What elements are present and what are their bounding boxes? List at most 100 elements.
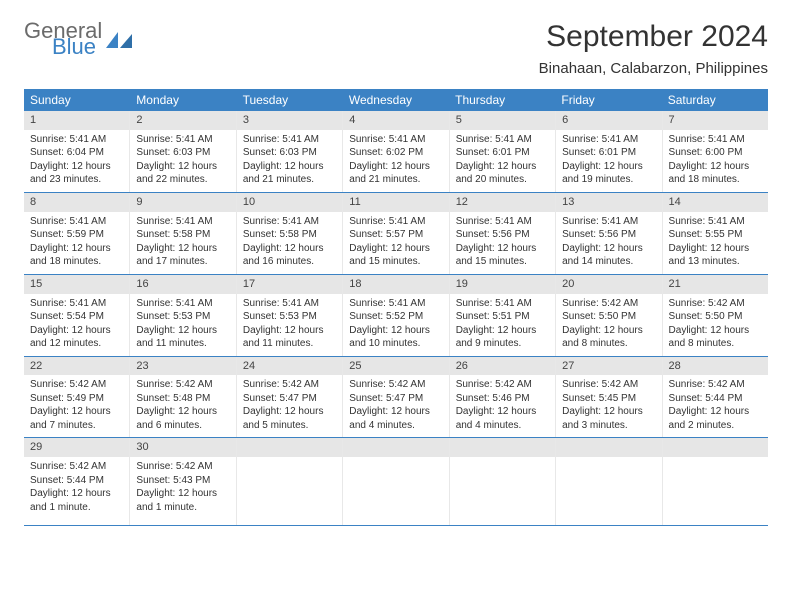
day-number: 18: [343, 275, 448, 294]
weeks-container: 1Sunrise: 5:41 AMSunset: 6:04 PMDaylight…: [24, 111, 768, 526]
day-body: Sunrise: 5:41 AMSunset: 5:53 PMDaylight:…: [130, 294, 235, 356]
day-number: 9: [130, 193, 235, 212]
daylight-line1: Daylight: 12 hours: [136, 405, 229, 419]
day-number: 28: [663, 357, 768, 376]
daylight-line1: Daylight: 12 hours: [349, 242, 442, 256]
calendar-day-cell: 17Sunrise: 5:41 AMSunset: 5:53 PMDayligh…: [237, 275, 343, 356]
weekday-header-row: SundayMondayTuesdayWednesdayThursdayFrid…: [24, 89, 768, 111]
sunrise-text: Sunrise: 5:42 AM: [562, 297, 655, 311]
calendar-day-cell: 5Sunrise: 5:41 AMSunset: 6:01 PMDaylight…: [450, 111, 556, 192]
calendar-week-row: 22Sunrise: 5:42 AMSunset: 5:49 PMDayligh…: [24, 357, 768, 439]
day-body: Sunrise: 5:41 AMSunset: 5:57 PMDaylight:…: [343, 212, 448, 274]
day-number: 7: [663, 111, 768, 130]
calendar-day-cell: [450, 438, 556, 525]
sunset-text: Sunset: 5:57 PM: [349, 228, 442, 242]
sunrise-text: Sunrise: 5:42 AM: [349, 378, 442, 392]
sunset-text: Sunset: 6:01 PM: [562, 146, 655, 160]
sunrise-text: Sunrise: 5:41 AM: [349, 297, 442, 311]
day-number: 12: [450, 193, 555, 212]
daylight-line2: and 21 minutes.: [243, 173, 336, 187]
calendar-day-cell: 28Sunrise: 5:42 AMSunset: 5:44 PMDayligh…: [663, 357, 768, 438]
daylight-line1: Daylight: 12 hours: [669, 160, 762, 174]
daylight-line1: Daylight: 12 hours: [349, 405, 442, 419]
sunset-text: Sunset: 6:03 PM: [136, 146, 229, 160]
calendar-day-cell: 24Sunrise: 5:42 AMSunset: 5:47 PMDayligh…: [237, 357, 343, 438]
daylight-line1: Daylight: 12 hours: [30, 160, 123, 174]
day-body: Sunrise: 5:41 AMSunset: 5:55 PMDaylight:…: [663, 212, 768, 274]
sunrise-text: Sunrise: 5:42 AM: [669, 297, 762, 311]
day-number: 13: [556, 193, 661, 212]
daylight-line2: and 12 minutes.: [30, 337, 123, 351]
day-body: [237, 457, 342, 525]
calendar-day-cell: 20Sunrise: 5:42 AMSunset: 5:50 PMDayligh…: [556, 275, 662, 356]
sunset-text: Sunset: 6:02 PM: [349, 146, 442, 160]
daylight-line2: and 18 minutes.: [669, 173, 762, 187]
sunrise-text: Sunrise: 5:41 AM: [136, 133, 229, 147]
calendar-week-row: 15Sunrise: 5:41 AMSunset: 5:54 PMDayligh…: [24, 275, 768, 357]
daylight-line2: and 16 minutes.: [243, 255, 336, 269]
sunset-text: Sunset: 5:47 PM: [243, 392, 336, 406]
day-number: 15: [24, 275, 129, 294]
sunrise-text: Sunrise: 5:41 AM: [669, 133, 762, 147]
day-body: Sunrise: 5:42 AMSunset: 5:46 PMDaylight:…: [450, 375, 555, 437]
daylight-line1: Daylight: 12 hours: [243, 160, 336, 174]
weekday-header: Sunday: [24, 89, 130, 111]
day-number: [663, 438, 768, 457]
calendar-day-cell: 7Sunrise: 5:41 AMSunset: 6:00 PMDaylight…: [663, 111, 768, 192]
daylight-line2: and 8 minutes.: [669, 337, 762, 351]
daylight-line1: Daylight: 12 hours: [562, 405, 655, 419]
sunrise-text: Sunrise: 5:41 AM: [136, 297, 229, 311]
sunrise-text: Sunrise: 5:41 AM: [30, 133, 123, 147]
daylight-line2: and 9 minutes.: [456, 337, 549, 351]
sunrise-text: Sunrise: 5:41 AM: [562, 133, 655, 147]
day-body: Sunrise: 5:41 AMSunset: 5:56 PMDaylight:…: [450, 212, 555, 274]
calendar-day-cell: 22Sunrise: 5:42 AMSunset: 5:49 PMDayligh…: [24, 357, 130, 438]
sunrise-text: Sunrise: 5:41 AM: [243, 133, 336, 147]
calendar-week-row: 8Sunrise: 5:41 AMSunset: 5:59 PMDaylight…: [24, 193, 768, 275]
day-number: 10: [237, 193, 342, 212]
sunset-text: Sunset: 5:54 PM: [30, 310, 123, 324]
daylight-line1: Daylight: 12 hours: [456, 160, 549, 174]
daylight-line2: and 6 minutes.: [136, 419, 229, 433]
day-body: [450, 457, 555, 525]
sunset-text: Sunset: 6:04 PM: [30, 146, 123, 160]
sunrise-text: Sunrise: 5:42 AM: [456, 378, 549, 392]
calendar-day-cell: 23Sunrise: 5:42 AMSunset: 5:48 PMDayligh…: [130, 357, 236, 438]
calendar-day-cell: 29Sunrise: 5:42 AMSunset: 5:44 PMDayligh…: [24, 438, 130, 525]
day-number: 17: [237, 275, 342, 294]
calendar-week-row: 1Sunrise: 5:41 AMSunset: 6:04 PMDaylight…: [24, 111, 768, 193]
sunrise-text: Sunrise: 5:41 AM: [349, 215, 442, 229]
day-body: Sunrise: 5:41 AMSunset: 5:58 PMDaylight:…: [130, 212, 235, 274]
sunset-text: Sunset: 6:01 PM: [456, 146, 549, 160]
daylight-line2: and 21 minutes.: [349, 173, 442, 187]
weekday-header: Monday: [130, 89, 236, 111]
calendar-day-cell: 25Sunrise: 5:42 AMSunset: 5:47 PMDayligh…: [343, 357, 449, 438]
daylight-line1: Daylight: 12 hours: [562, 242, 655, 256]
day-body: Sunrise: 5:41 AMSunset: 5:54 PMDaylight:…: [24, 294, 129, 356]
sunset-text: Sunset: 5:53 PM: [243, 310, 336, 324]
daylight-line1: Daylight: 12 hours: [349, 324, 442, 338]
daylight-line2: and 15 minutes.: [456, 255, 549, 269]
sunset-text: Sunset: 5:46 PM: [456, 392, 549, 406]
day-body: [343, 457, 448, 525]
day-number: 6: [556, 111, 661, 130]
calendar-day-cell: 18Sunrise: 5:41 AMSunset: 5:52 PMDayligh…: [343, 275, 449, 356]
calendar-day-cell: 8Sunrise: 5:41 AMSunset: 5:59 PMDaylight…: [24, 193, 130, 274]
daylight-line1: Daylight: 12 hours: [349, 160, 442, 174]
daylight-line2: and 13 minutes.: [669, 255, 762, 269]
sunrise-text: Sunrise: 5:41 AM: [243, 297, 336, 311]
day-number: [343, 438, 448, 457]
calendar-day-cell: 10Sunrise: 5:41 AMSunset: 5:58 PMDayligh…: [237, 193, 343, 274]
day-body: Sunrise: 5:41 AMSunset: 6:04 PMDaylight:…: [24, 130, 129, 192]
daylight-line2: and 11 minutes.: [136, 337, 229, 351]
calendar-day-cell: [237, 438, 343, 525]
calendar-day-cell: 6Sunrise: 5:41 AMSunset: 6:01 PMDaylight…: [556, 111, 662, 192]
day-body: Sunrise: 5:42 AMSunset: 5:43 PMDaylight:…: [130, 457, 235, 519]
calendar-day-cell: 21Sunrise: 5:42 AMSunset: 5:50 PMDayligh…: [663, 275, 768, 356]
sunrise-text: Sunrise: 5:41 AM: [243, 215, 336, 229]
sunrise-text: Sunrise: 5:42 AM: [243, 378, 336, 392]
sunrise-text: Sunrise: 5:41 AM: [349, 133, 442, 147]
sunrise-text: Sunrise: 5:41 AM: [456, 133, 549, 147]
day-number: 16: [130, 275, 235, 294]
sunset-text: Sunset: 5:53 PM: [136, 310, 229, 324]
